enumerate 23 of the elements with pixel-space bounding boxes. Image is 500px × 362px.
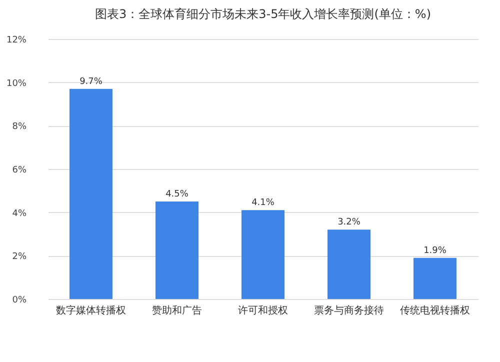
data-label: 9.7%	[80, 76, 103, 87]
x-tick-label: 票务与商务接待	[314, 304, 384, 316]
data-label: 3.2%	[338, 218, 361, 228]
bar	[70, 88, 112, 299]
x-tick-label: 许可和授权	[238, 304, 288, 316]
chart-title: 图表3：全球体育细分市场未来3-5年收入增长率预测(单位：%)	[95, 7, 431, 21]
data-label: 1.9%	[424, 246, 447, 256]
y-tick-label: 8%	[12, 122, 27, 132]
x-tick-label: 数字媒体转播权	[56, 304, 126, 316]
bar	[328, 230, 370, 299]
y-tick-label: 10%	[6, 78, 27, 89]
bar	[156, 202, 198, 299]
x-tick-label: 赞助和广告	[152, 304, 202, 316]
bar	[242, 210, 284, 299]
y-tick-label: 6%	[12, 166, 27, 176]
y-tick-label: 0%	[12, 296, 27, 306]
data-label: 4.5%	[166, 190, 189, 200]
bar	[414, 258, 456, 299]
data-label: 4.1%	[252, 198, 275, 208]
y-tick-label: 2%	[12, 252, 27, 262]
y-tick-label: 4%	[12, 208, 27, 219]
x-tick-label: 传统电视转播权	[400, 304, 470, 316]
y-tick-label: 12%	[6, 36, 27, 46]
